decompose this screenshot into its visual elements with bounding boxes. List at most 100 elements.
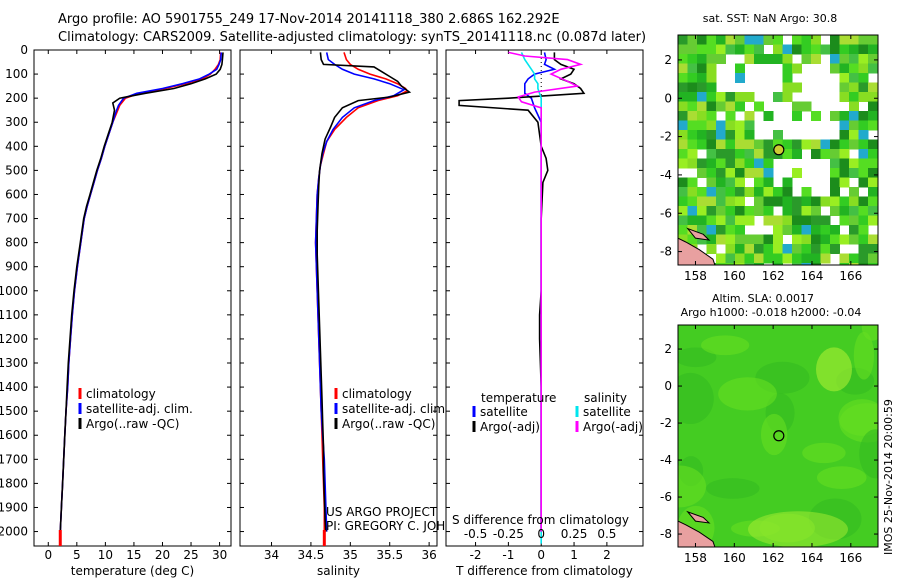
x-tick-label: 0 [44,548,52,562]
sst-cell [877,101,878,112]
sst-cell [858,253,869,264]
sst-cell [687,44,698,55]
sst-cell [839,234,850,245]
depth-tick-label: 800 [5,236,28,250]
sst-cell [801,206,812,216]
sst-cell [678,139,688,150]
map-y-tick-label: 2 [664,342,672,356]
sst-cell [744,168,755,178]
sst-cell [697,139,707,150]
x-tick-label: 15 [126,548,141,562]
map-y-tick-label: -4 [660,168,672,182]
sst-cell [830,139,840,150]
sst-cell [801,253,812,264]
sst-map [677,34,879,266]
sst-cell [687,73,698,83]
sst-cell [687,54,698,64]
sst-cell [687,92,698,102]
legend-label: Argo(..raw -QC) [86,417,179,431]
sst-cell [830,187,840,197]
sst-cell [773,244,783,254]
sst-cell [811,54,821,64]
sst-cell [678,206,688,216]
sst-cell [811,225,821,235]
sst-cell [744,111,755,121]
sst-cell [687,35,698,45]
sst-cell [754,44,764,55]
series-line-t-satellite [523,52,557,532]
sla-blob [678,465,706,508]
sst-cell [830,111,840,121]
sst-cell [782,44,793,55]
sst-cell [830,63,840,74]
sst-cell [678,63,688,74]
x-tick-label: 36 [421,548,436,562]
sst-cell [830,158,840,169]
sst-cell [754,187,764,197]
sst-cell [697,196,707,207]
sst-cell [735,215,745,226]
sla-blob [678,372,714,425]
sst-cell [773,130,783,140]
series-line-s-argo [508,51,584,532]
sst-cell [744,187,755,197]
sst-cell [839,44,850,55]
x-tick-label: 34 [264,548,279,562]
legend-header: salinity [584,391,627,405]
sst-cell [735,225,745,235]
sst-cell [687,187,698,197]
sla-blob [706,478,760,499]
sst-cell [858,168,869,178]
sst-cell [839,253,850,264]
sst-cell [868,215,878,226]
sst-cell [849,54,859,64]
x-tick-label: 35.5 [376,548,403,562]
header-line-1: Argo profile: AO 5901755_249 17-Nov-2014… [58,12,560,27]
sla-blob [802,442,846,464]
sst-cell [782,177,793,188]
sst-cell [877,73,878,83]
sst-cell [735,177,745,188]
sst-cell [849,101,859,112]
sst-cell [678,35,688,45]
sst-cell [868,244,878,254]
map-x-tick-label: 166 [839,551,862,565]
sla-map-title-2: Argo h1000: -0.018 h2000: -0.04 [681,306,862,319]
depth-tick-label: 1300 [0,356,28,370]
sst-cell [678,73,688,83]
sst-cell [706,187,717,197]
sst-cell [877,130,878,140]
sst-cell [858,54,869,64]
sst-cell [678,187,688,197]
sst-cell [773,35,783,45]
x2-tick-label: -0.25 [493,527,524,541]
sla-blob [816,347,852,392]
sst-cell [858,82,869,93]
sst-cell [678,54,688,64]
sst-cell [830,54,840,64]
sst-cell [792,44,802,55]
sst-cell [868,253,878,264]
sst-cell [773,253,783,264]
sst-cell [858,139,869,150]
sst-cell [839,263,850,265]
sst-cell [697,206,707,216]
sst-cell [725,92,736,102]
sst-cell [754,54,764,64]
sst-cell [830,244,840,254]
sst-cell [849,196,859,207]
depth-tick-label: 1000 [0,284,28,298]
profile-panel-3 [445,49,644,547]
argo-position-marker [773,430,785,442]
sst-cell [735,73,745,83]
sst-cell [868,187,878,197]
sst-cell [830,206,840,216]
sst-cell [678,120,688,131]
sst-cell [782,82,793,93]
sst-cell [744,54,755,64]
x-tick-label: 1 [570,548,578,562]
sst-cell [773,215,783,226]
sst-cell [801,35,812,45]
sst-cell [849,139,859,150]
